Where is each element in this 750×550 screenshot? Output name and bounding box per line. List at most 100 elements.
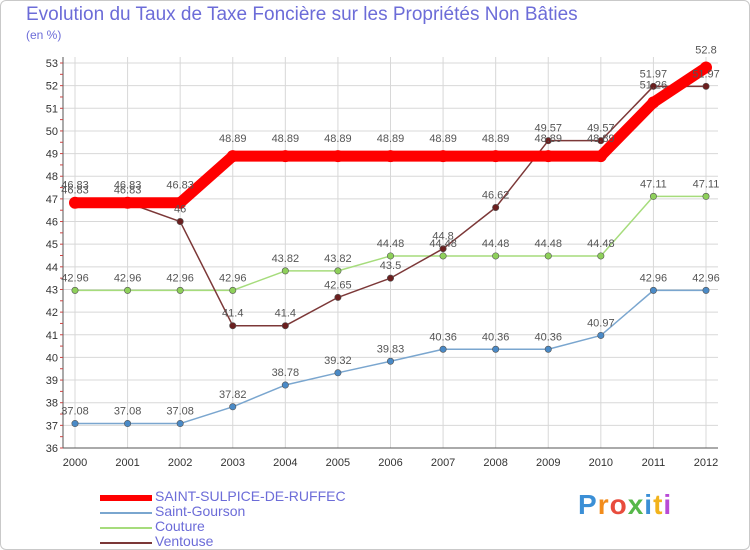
- data-point: [124, 420, 132, 428]
- data-label: 44.8: [432, 231, 453, 243]
- data-point: [544, 345, 552, 353]
- legend-swatch: [100, 512, 152, 514]
- data-label: 47.11: [640, 178, 667, 190]
- data-label: 42.96: [219, 272, 247, 284]
- data-label: 38.78: [272, 367, 300, 379]
- data-label: 48.89: [219, 133, 247, 145]
- data-point: [597, 331, 605, 339]
- data-point: [544, 137, 552, 145]
- data-label: 48.89: [534, 133, 562, 145]
- data-point: [176, 420, 184, 428]
- data-point: [702, 192, 710, 200]
- data-point: [437, 150, 450, 163]
- data-label: 37.08: [166, 406, 194, 418]
- data-point: [331, 150, 344, 163]
- data-point: [649, 286, 657, 294]
- y-tick-label: 53: [46, 58, 58, 70]
- data-label: 44.48: [482, 238, 510, 250]
- x-tick-label: 2007: [431, 457, 455, 469]
- data-label: 44.48: [534, 238, 562, 250]
- proxiti-logo: Proxiti: [578, 489, 672, 521]
- data-label: 46.83: [114, 180, 142, 192]
- x-tick-label: 2008: [483, 457, 507, 469]
- data-point: [597, 137, 605, 145]
- data-point: [386, 274, 394, 282]
- data-point: [386, 252, 394, 260]
- y-axis-unit: (en %): [26, 28, 62, 42]
- data-point: [281, 381, 289, 389]
- y-tick-label: 43: [46, 284, 58, 296]
- legend-swatch: [100, 542, 152, 544]
- data-point: [71, 420, 79, 428]
- data-point: [124, 286, 132, 294]
- data-label: 51.97: [692, 68, 720, 80]
- data-label: 39.32: [324, 355, 352, 367]
- data-point: [384, 150, 397, 163]
- data-point: [439, 245, 447, 253]
- data-label: 46.83: [114, 185, 142, 197]
- data-label: 46.83: [61, 185, 89, 197]
- axes: [60, 57, 718, 449]
- legend-label: SAINT-SULPICE-DE-RUFFEC: [155, 488, 346, 504]
- data-label: 42.96: [61, 272, 89, 284]
- grid-lines: [63, 57, 718, 449]
- data-point: [121, 196, 134, 209]
- x-tick-label: 2009: [536, 457, 560, 469]
- legend-swatch: [100, 527, 152, 529]
- y-tick-label: 38: [46, 398, 58, 410]
- data-point: [492, 345, 500, 353]
- y-tick-label: 46: [46, 217, 58, 229]
- data-label: 49.57: [587, 123, 615, 135]
- x-tick-label: 2001: [115, 457, 139, 469]
- y-tick-label: 51: [46, 103, 58, 115]
- data-point: [229, 286, 237, 294]
- data-label: 48.89: [429, 133, 457, 145]
- data-point: [334, 267, 342, 275]
- logo-letter: t: [653, 489, 664, 520]
- data-label: 44.48: [429, 238, 457, 250]
- y-tick-label: 45: [46, 239, 58, 251]
- data-label: 46.83: [166, 180, 194, 192]
- logo-letter: i: [644, 489, 654, 520]
- legend-label: Couture: [155, 518, 205, 534]
- data-point: [229, 403, 237, 411]
- data-label: 51.26: [640, 79, 668, 91]
- y-tick-label: 37: [46, 420, 58, 432]
- y-tick-label: 48: [46, 171, 58, 183]
- data-label: 43.82: [324, 253, 352, 265]
- tick-labels: 36 37 38 39 40 41 42 43 44 45 46 47 48 49 50 51 52 53 2000…: [46, 58, 718, 469]
- legend-label: Ventouse: [155, 533, 214, 549]
- data-label: 49.57: [534, 123, 562, 135]
- chart-title: Evolution du Taux de Taxe Foncière sur l…: [26, 4, 578, 25]
- x-tick-label: 2010: [589, 457, 613, 469]
- data-point: [176, 218, 184, 226]
- data-label: 48.89: [272, 133, 300, 145]
- data-point: [176, 286, 184, 294]
- data-label: 48.89: [324, 133, 352, 145]
- x-tick-label: 2000: [63, 457, 87, 469]
- data-point: [69, 196, 81, 209]
- legend-label: Saint-Gourson: [155, 503, 246, 519]
- logo-letter: r: [597, 489, 610, 520]
- data-label: 46: [174, 204, 186, 216]
- data-point: [439, 252, 447, 260]
- data-point: [281, 267, 289, 275]
- y-tick-label: 52: [46, 81, 58, 93]
- y-tick-label: 40: [46, 352, 58, 364]
- data-point: [386, 357, 394, 365]
- y-tick-label: 44: [46, 262, 58, 274]
- data-label: 44.48: [587, 238, 615, 250]
- data-point: [702, 82, 710, 90]
- x-tick-label: 2006: [378, 457, 402, 469]
- data-label: 41.4: [275, 308, 296, 320]
- data-label: 48.89: [377, 133, 405, 145]
- data-label: 42.65: [324, 279, 352, 291]
- data-point: [226, 150, 239, 163]
- data-label: 46.62: [482, 189, 510, 201]
- data-point: [489, 150, 502, 163]
- logo-letter: P: [578, 489, 598, 520]
- data-point: [702, 286, 710, 294]
- data-label: 44.48: [377, 238, 405, 250]
